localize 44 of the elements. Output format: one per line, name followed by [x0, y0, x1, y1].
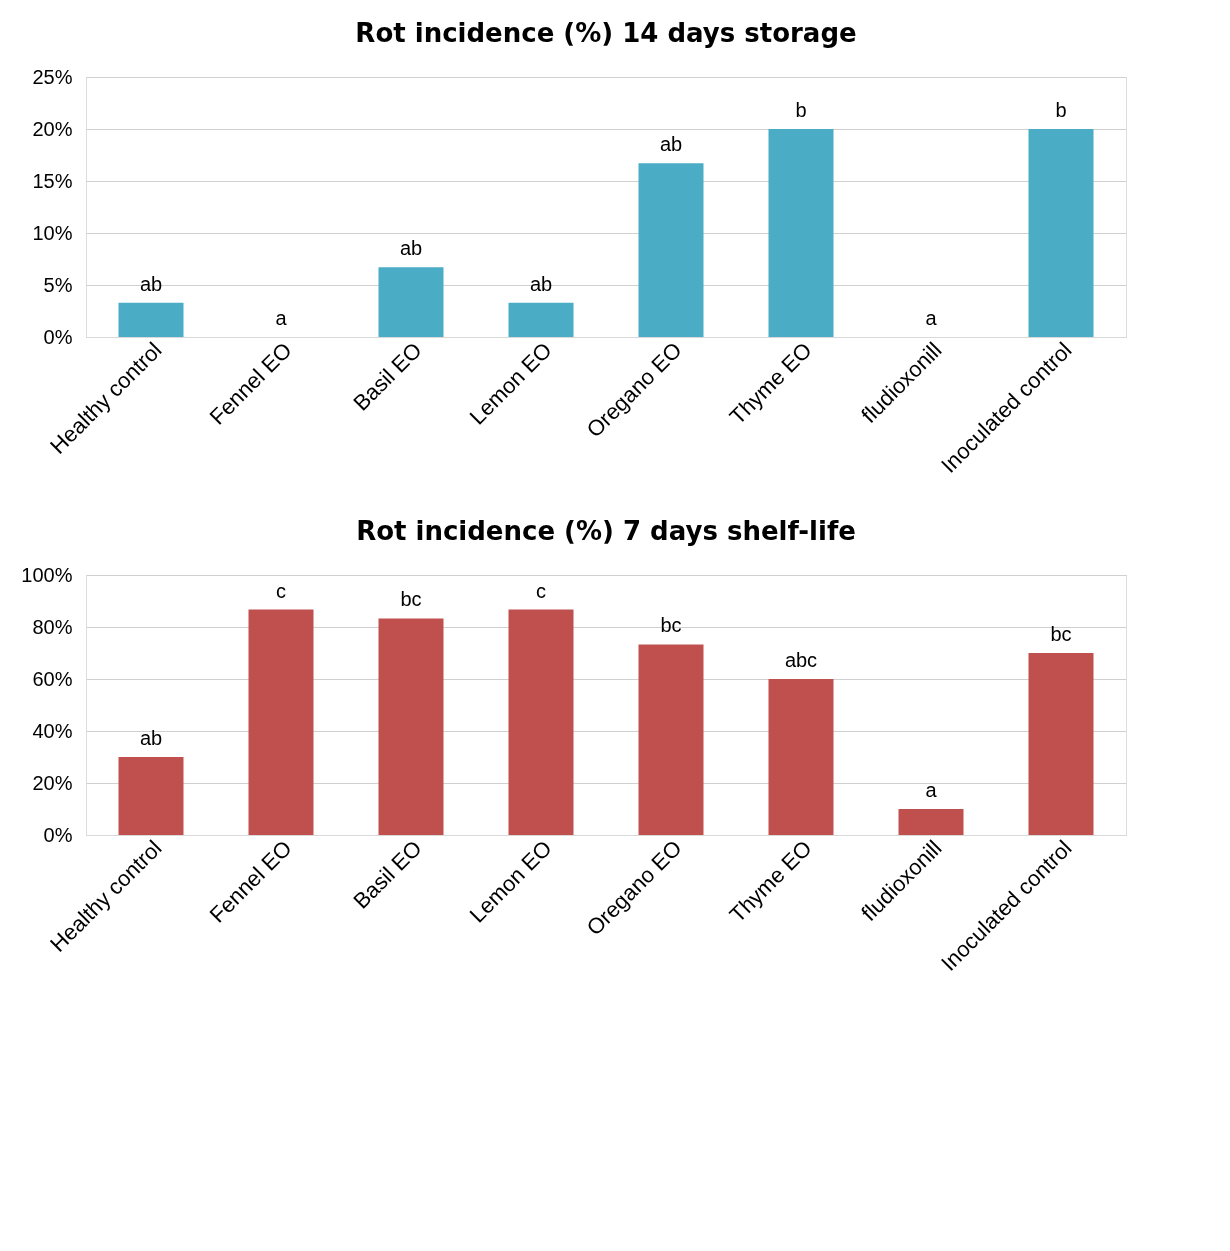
annotation: a: [925, 779, 938, 801]
bar: [248, 609, 314, 835]
y-tick-label: 20%: [32, 771, 73, 794]
annotation: b: [795, 99, 807, 121]
bar: [118, 757, 184, 835]
annotation: ab: [659, 133, 683, 156]
y-tick-label: 5%: [43, 273, 73, 296]
bar: [378, 267, 444, 337]
annotation: ab: [399, 237, 423, 260]
annotation: bc: [400, 588, 422, 611]
annotation: a: [275, 307, 288, 329]
annotation: bc: [660, 614, 682, 637]
annotation: b: [1055, 99, 1067, 121]
annotation: ab: [139, 727, 163, 749]
y-tick-label: 0%: [43, 325, 73, 348]
annotation: bc: [1050, 623, 1072, 645]
y-tick-label: 60%: [32, 667, 73, 690]
annotation: ab: [139, 272, 163, 295]
annotation: c: [276, 579, 286, 602]
annotation: a: [925, 307, 938, 329]
y-tick-label: 15%: [32, 169, 73, 192]
bar: [378, 618, 444, 835]
bar: [638, 644, 704, 835]
bar: [898, 809, 964, 835]
bar: [768, 129, 834, 337]
y-tick-label: 100%: [21, 563, 73, 586]
annotation: ab: [529, 272, 553, 295]
y-tick-label: 10%: [32, 221, 73, 244]
bar: [118, 302, 184, 337]
y-tick-label: 25%: [32, 65, 73, 88]
y-tick-label: 80%: [32, 615, 73, 638]
bar: [508, 302, 574, 337]
chart-title: Rot incidence (%) 7 days shelf-life: [356, 516, 856, 546]
chart-title: Rot incidence (%) 14 days storage: [355, 18, 857, 48]
y-tick-label: 40%: [32, 719, 73, 742]
bar: [768, 679, 834, 835]
annotation: abc: [784, 649, 818, 671]
bar: [1028, 653, 1094, 835]
bar: [1028, 129, 1094, 337]
bar: [638, 163, 704, 337]
y-tick-label: 0%: [43, 823, 73, 846]
y-tick-label: 20%: [32, 117, 73, 140]
annotation: c: [536, 579, 546, 602]
bar: [508, 609, 574, 835]
